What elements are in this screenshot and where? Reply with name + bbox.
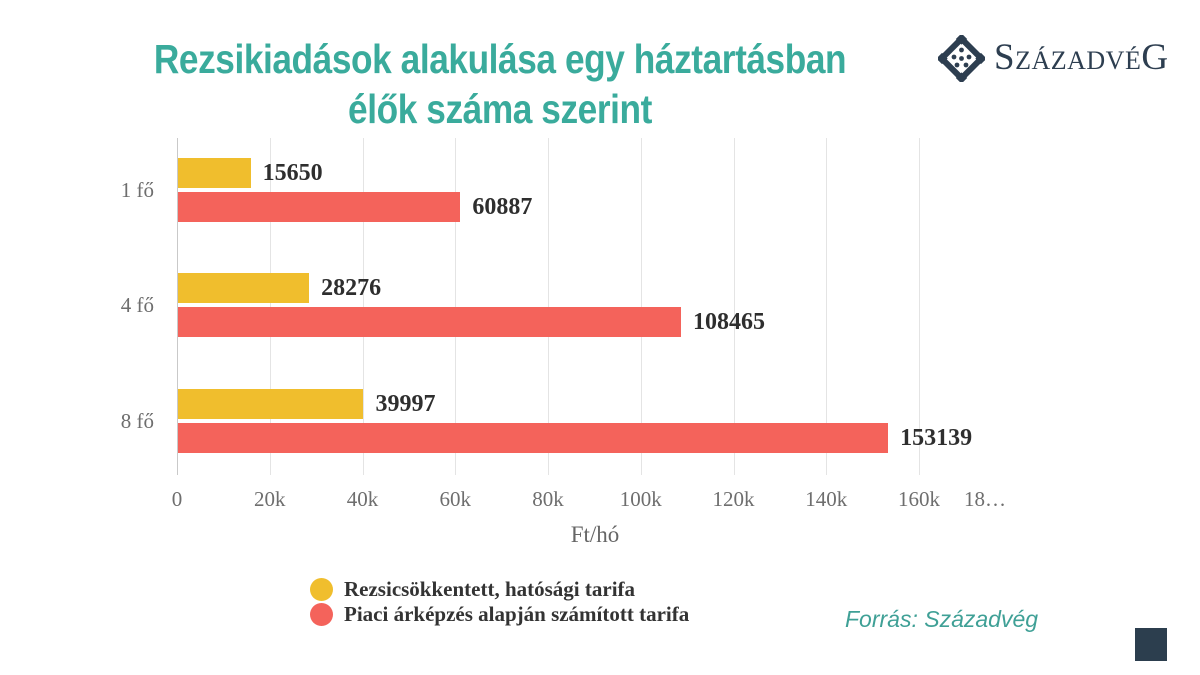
chart-title: Rezsikiadások alakulása egy háztartásban… xyxy=(70,34,930,134)
gridline xyxy=(733,138,735,475)
szazadveg-diamond-icon xyxy=(936,32,987,84)
gridline xyxy=(919,138,920,475)
bar xyxy=(178,158,251,188)
x-tick-label: 18… xyxy=(964,487,1006,511)
legend: Rezsicsökkentett, hatósági tarifa Piaci á… xyxy=(310,577,689,627)
x-tick-label: 40k xyxy=(346,487,379,511)
bar xyxy=(178,273,310,303)
szazadveg-logo: SzázadvéG xyxy=(936,32,1169,84)
legend-color-marker xyxy=(310,578,333,601)
category-label: 1 fő xyxy=(120,178,154,202)
bar xyxy=(178,423,889,453)
gridline xyxy=(269,138,271,475)
bar-value-label: 153139 xyxy=(900,425,973,451)
bar xyxy=(178,192,461,222)
x-tick-label: 20k xyxy=(254,487,286,511)
x-tick-label: 160k xyxy=(898,487,940,511)
plot-area: 1 fő 15650 60887 4 fő 28276 108465 8 fő 39997 15… xyxy=(121,138,1013,511)
x-tick-label: 140k xyxy=(805,487,848,511)
chart-title-line1: Rezsikiadások alakulása egy háztartásban xyxy=(153,36,847,82)
corner-decoration-square xyxy=(1135,628,1167,661)
category-label: 8 fő xyxy=(120,409,154,433)
gridline xyxy=(362,138,364,475)
bar xyxy=(178,307,681,337)
legend-item: Piaci árképzés alapján számított tarifa xyxy=(310,602,689,627)
x-tick-label: 0 xyxy=(171,487,183,511)
legend-label: Piaci árképzés alapján számított tarifa xyxy=(344,602,690,626)
x-tick-label: 100k xyxy=(619,487,662,511)
source-credit: Forrás: Századvég xyxy=(845,606,1039,632)
bar-value-label: 60887 xyxy=(472,194,533,220)
x-tick-label: 60k xyxy=(439,487,472,511)
bar-value-label: 28276 xyxy=(321,275,382,301)
gridline xyxy=(455,138,457,475)
gridline xyxy=(826,138,828,475)
bar xyxy=(178,389,364,419)
chart-title-line2: élők száma szerint xyxy=(348,86,652,132)
legend-label: Rezsicsökkentett, hatósági tarifa xyxy=(344,577,636,601)
legend-color-marker xyxy=(310,603,333,626)
legend-item: Rezsicsökkentett, hatósági tarifa xyxy=(310,577,689,602)
bar-value-label: 39997 xyxy=(375,391,436,417)
x-tick-label: 120k xyxy=(712,487,755,511)
x-tick-label: 80k xyxy=(532,487,564,511)
x-axis-label: Ft/hó xyxy=(570,522,620,547)
gridline xyxy=(548,138,549,475)
y-axis-line xyxy=(177,138,178,475)
bar-value-label: 15650 xyxy=(262,160,323,186)
szazadveg-logo-text: SzázadvéG xyxy=(994,37,1169,78)
category-label: 4 fő xyxy=(120,293,154,317)
gridline xyxy=(640,138,642,475)
bar-value-label: 108465 xyxy=(693,309,765,335)
